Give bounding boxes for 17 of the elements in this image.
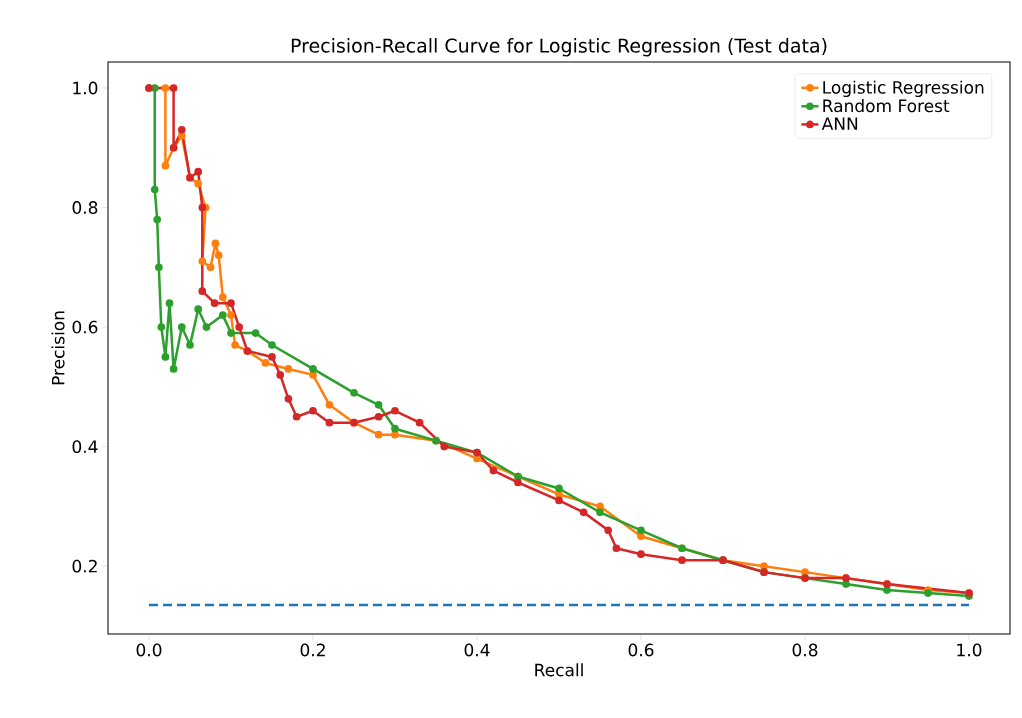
x-axis-title: Recall	[535, 663, 583, 677]
y-tick-label: 0.8	[72, 201, 98, 214]
x-tick-label: 0.2	[300, 643, 325, 657]
x-tick-label: 0.6	[628, 643, 654, 657]
legend-label: Logistic Regression	[823, 80, 984, 98]
x-tick-label: 1.0	[957, 643, 982, 657]
x-tick-label: 0.0	[136, 643, 162, 657]
x-tick-label: 0.4	[464, 643, 490, 657]
y-tick-label: 0.4	[72, 440, 98, 454]
y-axis-title: Precision	[51, 311, 65, 385]
y-tick-label: 0.2	[72, 559, 97, 573]
chart-title: Precision-Recall Curve for Logistic Regression (Test data)	[291, 38, 827, 57]
legend-label: Random Forest	[823, 99, 950, 113]
x-tick-label: 0.8	[792, 643, 818, 657]
y-tick-label: 0.6	[72, 320, 98, 334]
y-tick-label: 1.0	[73, 81, 98, 95]
legend-label: ANN	[821, 117, 858, 130]
